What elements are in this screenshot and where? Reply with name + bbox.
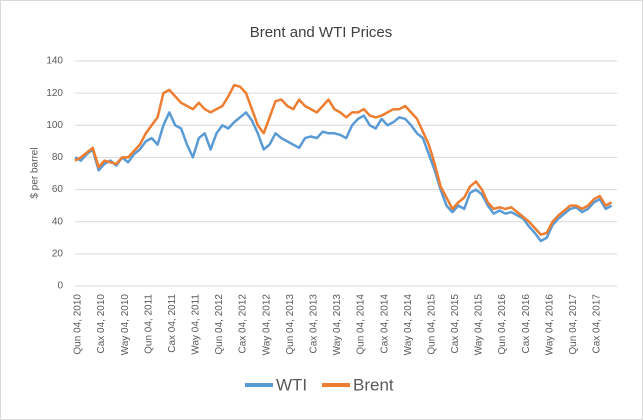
x-tick-label: Way 04, 2016 (544, 294, 555, 356)
x-tick-label: Cax 04, 2013 (308, 294, 319, 354)
y-tick-label: 40 (52, 216, 64, 227)
data-line (74, 83, 613, 236)
x-tick-label: Way 04, 2010 (120, 294, 131, 356)
x-tick-label: Qun 04, 2012 (214, 294, 225, 355)
x-tick-label: Cax 04, 2014 (379, 294, 390, 354)
x-tick-label: Cax 04, 2016 (521, 294, 532, 354)
y-tick-label: 120 (46, 88, 63, 99)
x-tick-label: Qun 04, 2015 (426, 294, 437, 355)
y-tick-label: 20 (52, 248, 64, 259)
data-line (74, 111, 613, 243)
x-tick-label: Qun 04, 2014 (356, 294, 367, 355)
x-tick-label: Way 04, 2012 (261, 294, 272, 356)
y-tick-label: 60 (52, 184, 64, 195)
x-tick-label: Qun 04, 2016 (497, 294, 508, 355)
x-tick-label: Way 04, 2014 (403, 294, 414, 356)
x-tick-label: Qun 04, 2013 (285, 294, 296, 355)
chart-title: Brent and WTI Prices (250, 24, 393, 41)
x-tick-label: Way 04, 2013 (332, 294, 343, 356)
y-axis-label: $ per barrel (30, 147, 41, 198)
legend-label: Brent (353, 375, 394, 394)
y-tick-label: 80 (52, 152, 64, 163)
y-tick-label: 100 (46, 120, 63, 131)
y-tick-label: 0 (57, 281, 63, 292)
x-tick-label: Cax 04, 2015 (450, 294, 461, 354)
y-tick-label: 140 (46, 56, 63, 67)
x-tick-label: Cax 04, 2012 (238, 294, 249, 354)
x-tick-label: Cax 04, 2010 (96, 294, 107, 354)
x-tick-label: Qun 04, 2011 (143, 294, 154, 354)
x-tick-label: Cax 04, 2017 (592, 294, 603, 354)
x-tick-label: Qun 04, 2010 (73, 294, 84, 355)
x-tick-label: Qun 04, 2017 (568, 294, 579, 355)
legend-label: WTI (276, 375, 307, 394)
x-tick-label: Way 04, 2011 (191, 294, 202, 355)
x-tick-label: Way 04, 2015 (474, 294, 485, 356)
x-tick-label: Cax 04, 2011 (167, 294, 178, 353)
